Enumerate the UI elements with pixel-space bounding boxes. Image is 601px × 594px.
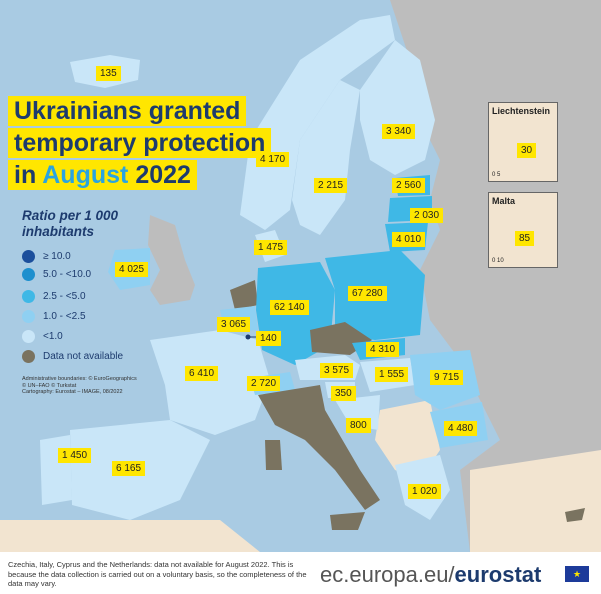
- url-domain: ec.europa.eu/: [320, 562, 455, 587]
- legend-swatch: [22, 310, 35, 323]
- label-slovakia: 4 310: [366, 342, 400, 357]
- netherlands-shape: [230, 280, 258, 310]
- legend-item: 5.0 - <10.0: [22, 268, 91, 281]
- finland-shape: [360, 40, 435, 175]
- legend-label: Data not available: [43, 351, 124, 362]
- credits-line: Cartography: Eurostat – IMAGE, 08/2022: [22, 389, 123, 395]
- label-latvia: 2 030: [410, 208, 444, 223]
- legend-swatch: [22, 350, 35, 363]
- label-poland: 67 280: [348, 286, 387, 301]
- credits-line: Administrative boundaries: © EuroGeograp…: [22, 376, 137, 382]
- legend-swatch: [22, 268, 35, 281]
- label-spain: 6 165: [112, 461, 146, 476]
- label-germany: 62 140: [270, 300, 309, 315]
- sicily-shape: [330, 512, 365, 530]
- label-lithuania: 4 010: [392, 232, 426, 247]
- legend-label: 1.0 - <2.5: [43, 311, 86, 322]
- label-portugal: 1 450: [58, 448, 92, 463]
- norway-shape: [240, 15, 395, 230]
- eurostat-url[interactable]: ec.europa.eu/eurostat: [320, 562, 541, 588]
- label-iceland: 135: [96, 66, 121, 81]
- label-denmark: 1 475: [254, 240, 288, 255]
- label-bulgaria: 4 480: [444, 421, 478, 436]
- footnote: Czechia, Italy, Cyprus and the Netherlan…: [8, 560, 307, 588]
- legend-swatch: [22, 330, 35, 343]
- inset-scale: 0 5: [492, 172, 501, 178]
- eu-flag-icon: ★: [565, 566, 589, 582]
- inset-name: Malta: [492, 196, 516, 206]
- title-suffix: 2022: [135, 161, 191, 189]
- legend-label: 5.0 - <10.0: [43, 269, 92, 280]
- footer: Czechia, Italy, Cyprus and the Netherlan…: [0, 552, 601, 594]
- label-croatia: 800: [346, 418, 371, 433]
- label-estonia: 2 560: [392, 178, 426, 193]
- label-switzerland: 2 720: [247, 376, 281, 391]
- legend-item: 1.0 - <2.5: [22, 310, 86, 323]
- label-austria: 3 575: [320, 363, 354, 378]
- label-slovenia: 350: [331, 386, 356, 401]
- inset-malta: Malta 85 0 10: [488, 192, 558, 268]
- italy-shape: [258, 385, 380, 510]
- legend-swatch: [22, 290, 35, 303]
- legend-title: Ratio per 1 000 inhabitants: [22, 208, 119, 239]
- label-belgium: 3 065: [217, 317, 251, 332]
- label-ireland: 4 025: [115, 262, 149, 277]
- title-prefix: in: [14, 161, 37, 189]
- legend-item: ≥ 10.0: [22, 250, 71, 263]
- credits-line: © UN–FAO © Turkstat: [22, 382, 77, 389]
- label-liechtenstein: 30: [517, 143, 537, 158]
- inset-scale: 0 10: [492, 258, 504, 264]
- label-france: 6 410: [185, 366, 219, 381]
- inset-name: Liechtenstein: [492, 106, 551, 116]
- legend-item: <1.0: [22, 330, 63, 343]
- title-line-1: Ukrainians granted: [8, 96, 247, 126]
- cyprus-shape: [565, 508, 585, 522]
- map-credits: Administrative boundaries: © EuroGeograp…: [22, 376, 137, 396]
- inset-liechtenstein: Liechtenstein 30 0 5: [488, 102, 558, 182]
- legend-label: ≥ 10.0: [43, 251, 71, 262]
- legend-label: 2.5 - <5.0: [43, 291, 86, 302]
- label-malta: 85: [515, 231, 535, 246]
- legend-item: Data not available: [22, 350, 123, 363]
- sardinia-shape: [265, 440, 282, 470]
- label-finland: 3 340: [382, 124, 416, 139]
- title-highlight: August: [42, 161, 129, 189]
- title-line-3: in August 2022: [8, 160, 197, 190]
- label-luxembourg: 140: [256, 331, 281, 346]
- legend-item: 2.5 - <5.0: [22, 290, 86, 303]
- uk-land: [148, 215, 195, 305]
- north-africa-land: [0, 520, 260, 552]
- legend-label: <1.0: [43, 331, 63, 342]
- label-greece: 1 020: [408, 484, 442, 499]
- label-romania: 9 715: [430, 370, 464, 385]
- france-shape: [150, 330, 270, 435]
- legend-swatch: [22, 250, 35, 263]
- label-norway: 4 170: [256, 152, 290, 167]
- url-brand: eurostat: [454, 562, 542, 587]
- turkey-land: [470, 450, 601, 552]
- portugal-shape: [40, 435, 72, 505]
- label-hungary: 1 555: [375, 367, 409, 382]
- label-sweden: 2 215: [314, 178, 348, 193]
- sweden-shape: [292, 80, 360, 235]
- title-line-2: temporary protection: [8, 128, 272, 158]
